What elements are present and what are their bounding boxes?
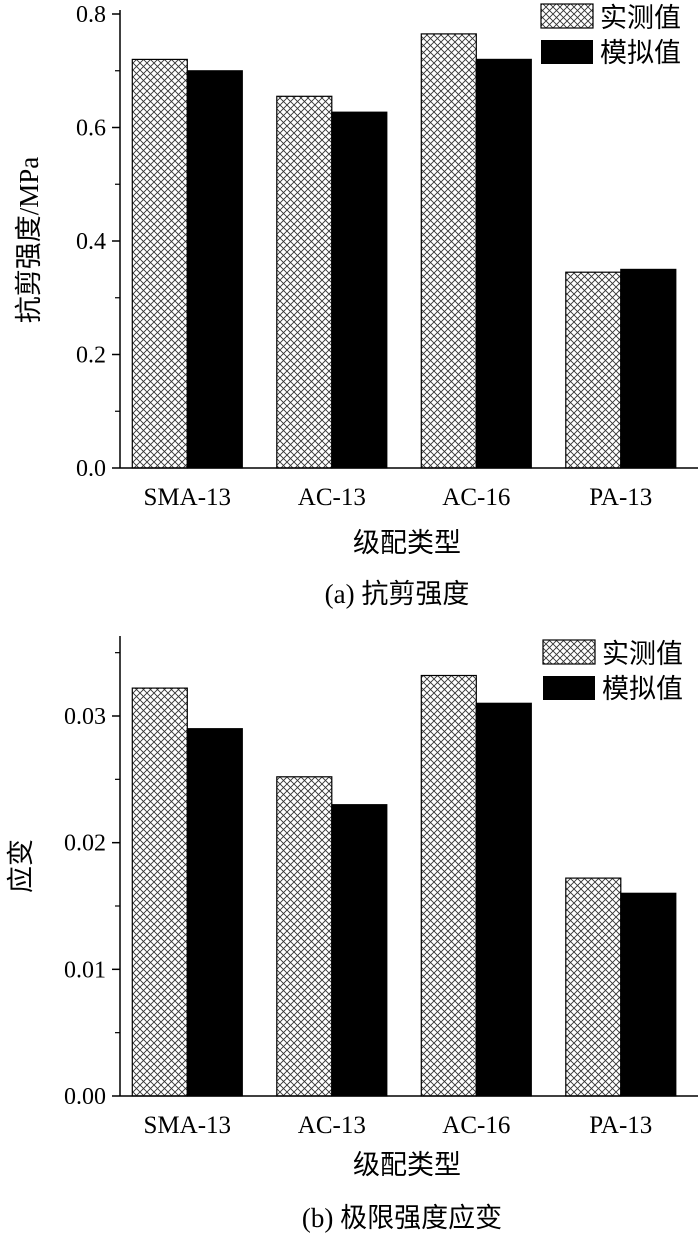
legend: 实测值 模拟值	[540, 3, 681, 68]
legend-label-measured: 实测值	[602, 639, 683, 669]
legend-swatch-measured	[542, 639, 596, 665]
legend: 实测值 模拟值	[542, 639, 683, 704]
chart-panel-a: 0.0 0.2 0.4 0.6 0.8 SMA-13 AC-13 AC-16 PA-13 抗剪…	[14, 2, 698, 609]
legend-label-simulated: 模拟值	[600, 38, 681, 68]
y-tick-label: 0.2	[76, 343, 106, 369]
x-tick-label: SMA-13	[144, 1112, 232, 1139]
bar-measured-ac-16	[420, 33, 477, 469]
y-tick-label: 0.0	[76, 456, 106, 482]
x-categories-panel-a: SMA-13 AC-13 AC-16 PA-13	[144, 484, 653, 511]
x-axis-label: 级配类型	[353, 528, 461, 558]
bar-measured-pa-13	[565, 271, 622, 469]
legend-label-measured: 实测值	[600, 3, 681, 33]
bar-measured-ac-13	[276, 95, 333, 469]
y-axis-label: 抗剪强度/MPa	[14, 157, 44, 324]
y-ticks-panel-b: 0.00 0.01 0.02 0.03	[64, 652, 120, 1110]
y-tick-label: 0.8	[76, 2, 106, 28]
x-tick-label: SMA-13	[144, 484, 232, 511]
y-tick-label: 0.6	[76, 116, 106, 142]
bar-simulated-pa-13	[620, 268, 677, 469]
bar-measured-ac-13	[276, 776, 333, 1097]
bar-simulated-ac-16	[475, 58, 532, 469]
bar-simulated-pa-13	[620, 892, 677, 1097]
y-tick-label: 0.03	[64, 704, 106, 730]
legend-swatch-simulated	[543, 676, 595, 700]
bar-simulated-ac-13	[331, 111, 388, 469]
y-axis-label: 应变	[6, 839, 36, 893]
x-axis-label: 级配类型	[353, 1150, 461, 1180]
chart-caption: (a) 抗剪强度	[325, 579, 470, 609]
x-tick-label: AC-16	[442, 484, 510, 511]
x-tick-label: AC-13	[298, 1112, 366, 1139]
x-tick-label: AC-13	[298, 484, 366, 511]
y-tick-label: 0.4	[76, 229, 106, 255]
chart-panel-b: 0.00 0.01 0.02 0.03 SMA-13 AC-13 AC-16 PA-13 应…	[6, 636, 698, 1233]
bar-measured-ac-16	[420, 674, 477, 1097]
bars-panel-a	[131, 33, 677, 469]
bars-panel-b	[131, 674, 677, 1097]
y-tick-label: 0.00	[64, 1084, 106, 1110]
bar-simulated-ac-16	[475, 702, 532, 1097]
legend-swatch-simulated	[541, 40, 593, 64]
x-categories-panel-b: SMA-13 AC-13 AC-16 PA-13	[144, 1112, 653, 1139]
y-tick-label: 0.01	[64, 957, 106, 983]
chart-caption: (b) 极限强度应变	[302, 1203, 502, 1233]
x-tick-label: PA-13	[589, 484, 652, 511]
y-ticks-panel-a: 0.0 0.2 0.4 0.6 0.8	[76, 2, 120, 482]
bar-measured-sma-13	[131, 58, 188, 469]
x-tick-label: AC-16	[442, 1112, 510, 1139]
x-tick-label: PA-13	[589, 1112, 652, 1139]
bar-measured-sma-13	[131, 687, 188, 1097]
bar-measured-pa-13	[565, 877, 622, 1097]
axes-panel-a	[119, 10, 698, 469]
y-tick-label: 0.02	[64, 831, 106, 857]
legend-swatch-measured	[540, 3, 594, 29]
axes-panel-b	[119, 636, 698, 1097]
bar-simulated-ac-13	[331, 804, 388, 1097]
bar-simulated-sma-13	[186, 728, 243, 1097]
bar-simulated-sma-13	[186, 70, 243, 469]
legend-label-simulated: 模拟值	[602, 674, 683, 704]
